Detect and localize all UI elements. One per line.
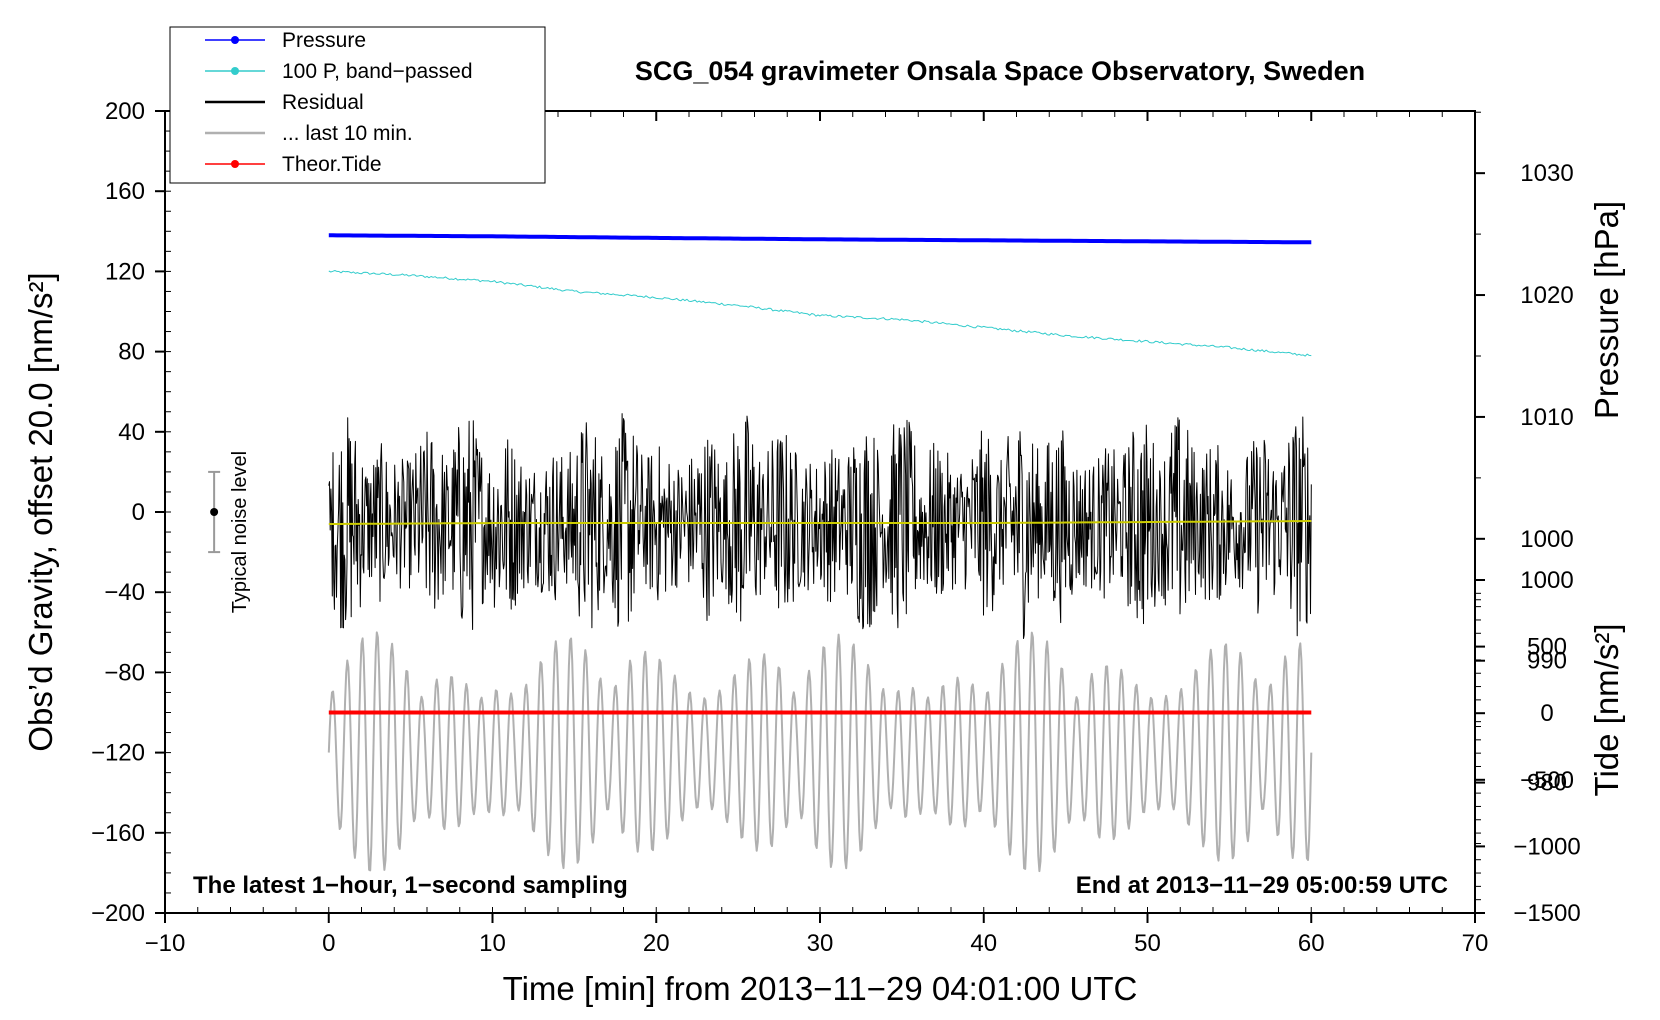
legend-marker: [231, 67, 239, 75]
legend-label: Pressure: [282, 29, 366, 52]
x-axis-label: Time [min] from 2013−11−29 04:01:00 UTC: [503, 970, 1138, 1007]
tide-tick-label: −500: [1520, 767, 1574, 794]
legend-label: Theor.Tide: [282, 153, 382, 176]
tide-tick-label: −1000: [1513, 833, 1580, 860]
y-tick-label: −160: [91, 820, 145, 847]
y-tick-label: 200: [105, 98, 145, 125]
legend: Pressure 100 P, band−passed Residual ... la…: [169, 26, 546, 184]
pressure-tick-label: 1010: [1520, 404, 1573, 431]
y-axis-label-left: Obs’d Gravity, offset 20.0 [nm/s²]: [22, 272, 59, 751]
y-tick-label: −120: [91, 740, 145, 767]
pressure-tick-label: 1020: [1520, 282, 1573, 309]
legend-marker: [231, 160, 239, 168]
chart-title: SCG_054 gravimeter Onsala Space Observat…: [635, 56, 1365, 86]
noise-bar-dot: [210, 508, 219, 516]
legend-box: [169, 26, 546, 184]
noise-level-label: Typical noise level: [229, 451, 251, 613]
pressure-tick-label: 1000: [1520, 526, 1573, 553]
x-tick-label: 30: [807, 930, 834, 957]
series-100-p-band-passed: [328, 270, 1312, 357]
legend-marker: [231, 36, 239, 44]
legend-label: 100 P, band−passed: [282, 60, 473, 83]
x-tick-label: 50: [1134, 930, 1161, 957]
y-tick-label: 80: [118, 339, 145, 366]
x-tick-label: 40: [970, 930, 997, 957]
annotation-bottom-left: The latest 1−hour, 1−second sampling: [193, 872, 628, 899]
y-tick-label: −200: [91, 900, 145, 927]
tide-tick-label: −1500: [1513, 900, 1580, 927]
y-tick-label: −80: [104, 659, 145, 686]
series-last-10-min: [327, 631, 1313, 873]
series-residual: [328, 413, 1312, 639]
x-tick-label: 0: [322, 930, 335, 957]
tide-tick-label: 500: [1527, 634, 1567, 661]
y-tick-label: −40: [104, 579, 145, 606]
series-pressure: [328, 233, 1312, 245]
y-tick-label: 40: [118, 419, 145, 446]
pressure-tick-label: 980: [1527, 770, 1567, 797]
series-residual-running-mean: [328, 520, 1312, 525]
legend-label: Residual: [282, 91, 364, 114]
pressure-tick-label: 990: [1527, 648, 1567, 675]
tide-tick-label: 0: [1540, 700, 1553, 727]
x-tick-label: 20: [643, 930, 670, 957]
y-axis-label-pressure: Pressure [hPa]: [1588, 201, 1625, 419]
y-tick-label: 120: [105, 258, 145, 285]
x-tick-label: 60: [1298, 930, 1325, 957]
x-tick-label: 10: [479, 930, 506, 957]
x-tick-label: −10: [145, 930, 186, 957]
y-axis-label-tide: Tide [nm/s²]: [1588, 624, 1625, 797]
y-tick-label: 0: [132, 499, 145, 526]
x-tick-label: 70: [1462, 930, 1489, 957]
y-tick-label: 160: [105, 178, 145, 205]
tide-tick-label: 1000: [1520, 567, 1573, 594]
annotation-bottom-right: End at 2013−11−29 05:00:59 UTC: [1076, 872, 1448, 899]
pressure-tick-label: 1030: [1520, 160, 1573, 187]
legend-label: ... last 10 min.: [282, 122, 413, 145]
